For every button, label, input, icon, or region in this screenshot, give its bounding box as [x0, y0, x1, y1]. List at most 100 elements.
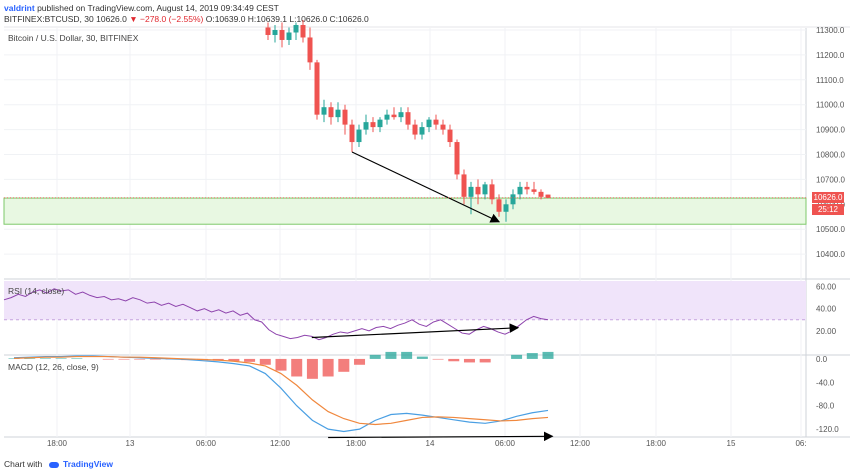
macd-histogram-bar — [24, 358, 36, 359]
chart-header: valdrint published on TradingView.com, A… — [0, 0, 850, 26]
candle-body — [482, 184, 488, 195]
time-tick-label: 06: — [795, 439, 806, 448]
candle-body — [538, 191, 544, 197]
macd-histogram-bar — [244, 358, 256, 362]
macd-histogram-bar — [369, 354, 381, 359]
rsi-tick-label: 60.00 — [816, 283, 837, 292]
candle-body — [314, 62, 320, 115]
macd-histogram-bar — [149, 358, 161, 360]
macd-histogram-bar — [338, 358, 350, 372]
macd-histogram-bar — [511, 354, 523, 359]
candle-body — [447, 129, 453, 143]
candle-body — [405, 112, 411, 125]
price-tick-label: 10900.0 — [816, 126, 845, 135]
candle-body — [426, 119, 432, 128]
price-divergence-arrow — [351, 151, 501, 223]
footer-prefix: Chart with — [4, 459, 43, 469]
candle-body — [517, 186, 523, 195]
candle-body — [524, 186, 530, 190]
candle-body — [489, 184, 495, 200]
rsi-divergence-arrow — [311, 323, 520, 339]
macd-histogram-bar — [102, 358, 114, 360]
macd-histogram-bar — [134, 358, 146, 360]
support-zone — [3, 197, 807, 225]
time-tick-label: 06:00 — [495, 439, 516, 448]
price-tick-label: 11100.0 — [816, 76, 844, 85]
author-name[interactable]: valdrint — [4, 3, 35, 13]
candle-body — [300, 25, 306, 38]
macd-histogram-bar — [291, 358, 303, 377]
macd-histogram-bar — [228, 358, 240, 362]
candle-body — [398, 112, 404, 118]
candle-body — [503, 204, 509, 212]
macd-histogram-bar — [8, 358, 20, 359]
candle-body — [272, 30, 278, 35]
price-change: ▼ −278.0 (−2.55%) — [129, 14, 204, 24]
macd-histogram-bar — [118, 358, 130, 360]
price-tick-label: 10500.0 — [816, 225, 845, 234]
signal-line — [13, 355, 549, 426]
tradingview-logo-icon — [48, 461, 59, 468]
candle-body — [475, 186, 481, 195]
price-tick-label: 10800.0 — [816, 151, 845, 160]
macd-histogram-bar — [479, 358, 491, 363]
candle-body — [286, 32, 292, 40]
candle-body — [293, 25, 299, 33]
price-pane-title: Bitcoin / U.S. Dollar, 30, BITFINEX — [8, 33, 139, 43]
rsi-tick-label: 20.00 — [816, 327, 837, 336]
candle-body — [391, 114, 397, 118]
candle-body — [370, 122, 376, 128]
candle-body — [545, 194, 551, 198]
candle-body — [265, 27, 271, 35]
time-tick-label: 12:00 — [570, 439, 591, 448]
time-tick-label: 13 — [126, 439, 135, 448]
price-tick-label: 11300.0 — [816, 26, 845, 35]
symbol-name: BITFINEX:BTCUSD, 30 — [4, 14, 94, 24]
candle-body — [433, 119, 439, 125]
candle-body — [335, 109, 341, 118]
candle-body — [412, 124, 418, 135]
ohlc-values: O:10639.0 H:10639.1 L:10626.0 C:10626.0 — [205, 14, 369, 24]
time-tick-label: 15 — [727, 439, 736, 448]
rsi-band — [4, 281, 806, 320]
symbol-info: BITFINEX:BTCUSD, 30 10626.0 ▼ −278.0 (−2… — [4, 14, 369, 24]
macd-histogram-bar — [39, 358, 51, 359]
macd-histogram-bar — [526, 353, 538, 359]
candle-body — [307, 37, 313, 63]
price-tick-label: 11200.0 — [816, 51, 845, 60]
candle-body — [440, 124, 446, 130]
candle-body — [384, 114, 390, 120]
macd-divergence-arrow — [328, 431, 554, 442]
price-tick-label: 10400.0 — [816, 250, 845, 259]
candle-body — [349, 124, 355, 143]
candle-body — [468, 186, 474, 197]
candle-body — [377, 119, 383, 128]
candle-body — [419, 127, 425, 135]
macd-histogram-bar — [432, 358, 444, 360]
macd-tick-label: -80.0 — [816, 402, 835, 411]
macd-tick-label: -120.0 — [816, 425, 839, 434]
footer-brand[interactable]: TradingView — [63, 459, 113, 469]
time-tick-label: 18:00 — [646, 439, 667, 448]
candle-body — [356, 129, 362, 143]
macd-histogram-bar — [354, 358, 366, 365]
time-tick-label: 18:00 — [47, 439, 68, 448]
time-tick-label: 12:00 — [270, 439, 291, 448]
macd-histogram-bar — [416, 356, 428, 359]
macd-histogram-bar — [322, 358, 334, 377]
macd-histogram-bar — [401, 351, 413, 359]
time-tick-label: 06:00 — [196, 439, 217, 448]
rsi-tick-label: 40.00 — [816, 305, 837, 314]
macd-histogram-bar — [463, 358, 475, 363]
price-tick-label: 10700.0 — [816, 175, 845, 184]
footer: Chart with TradingView — [4, 459, 113, 469]
macd-tick-label: -40.0 — [816, 378, 835, 387]
macd-histogram-bar — [55, 358, 67, 359]
candle-body — [461, 174, 467, 197]
candle-body — [328, 107, 334, 118]
last-price-badge: 10626.0 — [812, 192, 844, 203]
price-tick-label: 11000.0 — [816, 101, 845, 110]
macd-histogram-bar — [71, 358, 83, 359]
last-price: 10626.0 — [96, 14, 127, 24]
